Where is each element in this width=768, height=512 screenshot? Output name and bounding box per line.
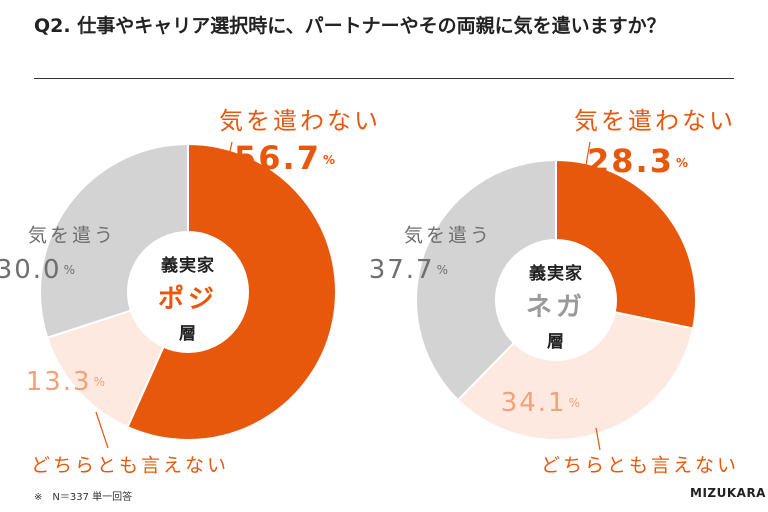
donut-slice [456, 311, 695, 441]
donut-slice [45, 309, 165, 429]
center-label: ネガ [526, 293, 586, 323]
leader-line [581, 141, 591, 189]
value-unit: % [323, 153, 335, 167]
donut-slice [415, 158, 557, 402]
value-number: 28.3 [587, 142, 674, 180]
center-label: 層 [547, 332, 565, 352]
donut-slice [126, 142, 337, 441]
title-rule [34, 78, 734, 79]
category-label: 気を遣わない [574, 107, 736, 135]
category-label: 気を遣わない [219, 107, 381, 135]
category-label: どちらとも言えない [541, 455, 739, 477]
value-unit: % [676, 156, 688, 170]
value-number: 37.7 [369, 255, 435, 285]
value-label: 28.3% [587, 142, 688, 180]
center-label: ポジ [158, 284, 218, 315]
category-label: 気を遣う [28, 225, 116, 247]
donut-slice [39, 142, 189, 339]
logo: MIZUKARA [690, 486, 766, 500]
center-label: 義実家 [161, 255, 215, 276]
category-label: どちらとも言えない [31, 455, 229, 477]
center-label: 義実家 [529, 263, 583, 284]
category-label: 気を遣う [404, 225, 492, 247]
donut-center [129, 233, 247, 351]
value-unit: % [64, 263, 75, 277]
value-unit: % [569, 396, 580, 410]
value-number: 56.7 [234, 139, 321, 177]
value-label: 56.7% [234, 139, 335, 177]
value-label: 34.1% [501, 388, 580, 418]
footnote: ※ N＝337 単一回答 [34, 492, 133, 503]
value-label: 13.3% [26, 367, 105, 397]
value-unit: % [94, 375, 105, 389]
value-number: 30.0 [0, 255, 62, 285]
leader-line [221, 141, 233, 189]
value-number: 13.3 [26, 367, 92, 397]
value-label: 37.7% [369, 255, 448, 285]
leader-line [595, 427, 601, 451]
title: Q2. 仕事やキャリア選択時に、パートナーやその両親に気を遣いますか？ [34, 15, 666, 37]
value-label: 30.0% [0, 255, 75, 285]
leader-line [95, 411, 109, 449]
center-label: 層 [179, 324, 197, 344]
donut-center [497, 241, 615, 359]
value-unit: % [437, 263, 448, 277]
donut-slice [555, 158, 697, 330]
value-number: 34.1 [501, 388, 567, 418]
